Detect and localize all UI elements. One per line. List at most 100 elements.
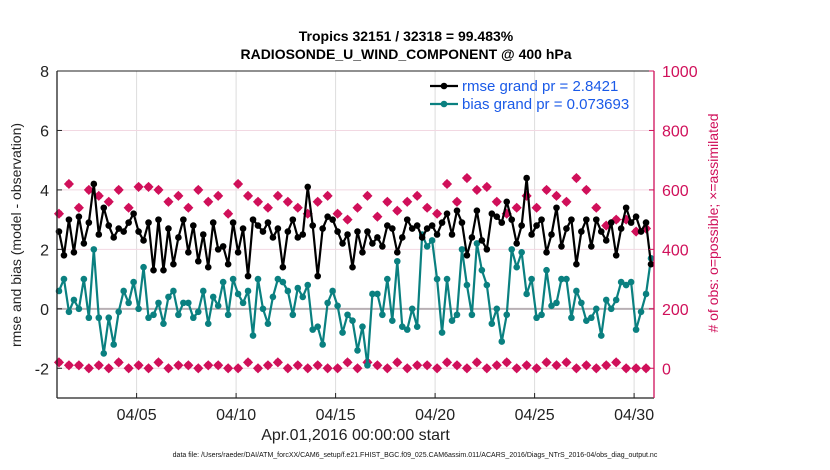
rmse-point [185,249,192,256]
obs-possible-marker-x [224,210,232,217]
obs-possible-marker-x [65,180,73,188]
obs-assimilated-marker-x [165,364,172,372]
rmse-point [309,222,317,229]
rmse-point [433,231,441,238]
obs-assimilated-marker-x [563,359,570,366]
bias-point [558,275,565,283]
rmse-point [493,213,501,220]
rmse-point [364,228,371,235]
obs-assimilated-marker-x [264,361,272,369]
obs-possible-marker-x [294,204,302,212]
bias-point [319,341,326,348]
bias-point [384,275,391,283]
bias-point [150,311,157,319]
obs-possible-marker-x [602,222,610,229]
obs-assimilated-marker-x [145,364,152,372]
x-axis-label: Apr.01,2016 00:00:00 start [261,427,450,444]
y-tick-label: 0 [40,302,49,319]
rmse-point [483,246,491,253]
obs-assimilated-marker-x [642,364,650,372]
obs-assimilated-marker-x [214,361,222,369]
obs-assimilated-marker-x [483,364,491,372]
rmse-point [165,225,172,232]
bias-point [364,362,371,369]
obs-assimilated-marker-x [503,359,511,366]
bias-point [180,299,187,307]
y-tick-label: -2 [35,361,49,378]
bias-point [592,305,600,313]
obs-possible-marker-x [254,198,262,206]
bias-point [359,323,366,330]
rmse-point [443,210,451,217]
y2-tick-label: 200 [662,302,689,319]
bias-point [413,323,421,330]
obs-assimilated-marker-x [433,364,441,372]
obs-assimilated-marker-x [244,359,252,366]
obs-possible-marker-x [214,192,222,200]
obs-assimilated-marker-x [523,361,530,369]
bias-point [473,240,481,247]
bias-point [145,314,152,322]
rmse-point [568,216,575,223]
bias-point [468,311,476,319]
rmse-point [274,225,282,232]
rmse-point [573,260,580,268]
rmse-point [627,219,635,226]
bias-point [90,246,98,253]
obs-possible-marker-x [632,228,640,235]
rmse-point [617,225,625,232]
rmse-point [224,260,232,268]
rmse-point [219,243,227,250]
rmse-point [403,216,411,223]
obs-assimilated-marker-x [573,364,580,372]
bias-point [428,237,436,244]
rmse-point [478,237,486,244]
bias-point [588,314,595,322]
rmse-point [349,263,356,271]
obs-assimilated-marker-x [602,361,610,369]
bias-point [264,320,272,327]
bias-point [70,296,78,304]
legend-rmse-marker [440,82,448,90]
rmse-point [100,204,108,212]
rmse-point [329,216,336,223]
bias-point [185,299,192,307]
rmse-point [140,237,147,244]
rmse-point [60,252,68,259]
data-file-footnote: data file: /Users/raeder/DAI/ATM_forcXX/… [172,452,658,459]
x-tick-label: 04/15 [316,407,356,424]
rmse-point [65,216,73,223]
bias-point [627,278,635,286]
bias-point [403,326,411,333]
bias-point [95,314,103,322]
bias-point [503,311,511,319]
obs-possible-marker-x [75,204,83,212]
bias-point [354,347,361,354]
rmse-point [548,231,555,238]
obs-assimilated-marker-x [543,359,550,366]
bias-point [199,287,207,295]
bias-point [229,275,237,283]
obs-assimilated-marker-x [463,364,471,372]
obs-assimilated-marker-x [393,359,401,366]
rmse-point [289,216,297,223]
obs-possible-marker-x [264,204,272,212]
rmse-point [294,234,302,241]
obs-possible-marker-x [354,204,361,212]
obs-assimilated-marker-x [533,364,540,372]
rmse-point [428,222,436,229]
rmse-point [448,231,456,238]
bias-point [508,246,516,253]
obs-assimilated-marker-x [612,359,620,366]
bias-point [224,311,232,319]
chart-subtitle: RADIOSONDE_U_WIND_COMPONENT @ 400 hPa [240,46,572,62]
rmse-point [553,204,560,212]
obs-possible-marker-x [473,186,481,194]
rmse-point [468,234,476,241]
rmse-point [334,228,341,235]
obs-assimilated-marker-x [324,364,331,372]
rmse-point [249,216,257,223]
obs-assimilated-marker-x [175,361,182,369]
rmse-point [413,222,421,229]
